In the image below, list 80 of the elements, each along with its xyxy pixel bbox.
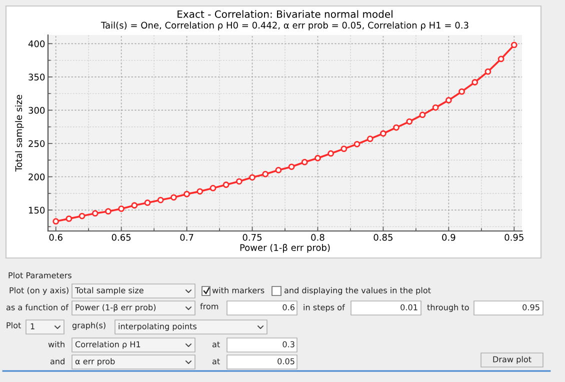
point — [288, 164, 295, 170]
text: Plot (on y axis) — [10, 287, 68, 295]
point — [366, 136, 374, 142]
text: at — [212, 358, 220, 364]
y-tick-label: 350 — [28, 74, 45, 80]
point — [92, 210, 98, 217]
text: 0.95 — [522, 304, 540, 310]
text: Correlation ρ H1 — [75, 341, 140, 349]
text: 0.05 — [278, 358, 294, 364]
point — [406, 118, 413, 125]
text: Plot Parameters — [8, 272, 72, 278]
point — [340, 146, 348, 152]
text: as a function of — [6, 304, 69, 310]
point — [66, 215, 72, 222]
point — [419, 112, 426, 118]
x-tick-label: 0.6 — [49, 234, 62, 241]
point — [484, 68, 492, 75]
point — [275, 166, 282, 174]
y-tick-label: 150 — [28, 206, 45, 214]
y-tick-label: 200 — [28, 173, 45, 180]
text: in steps of — [304, 304, 346, 312]
point — [510, 42, 518, 48]
text: interpolating points — [118, 323, 197, 331]
text: with markers — [212, 287, 264, 294]
text: graph(s) — [72, 322, 106, 330]
point — [236, 178, 242, 185]
point — [249, 174, 256, 181]
text: 0.01 — [400, 304, 418, 310]
y-axis-title: Total sample size — [15, 94, 24, 172]
point — [105, 208, 112, 215]
point — [445, 97, 452, 104]
x-tick-label: 0.75 — [242, 234, 262, 241]
text: through to — [427, 304, 469, 312]
point — [131, 202, 138, 209]
point — [118, 206, 125, 212]
point — [472, 79, 478, 86]
text: Draw plot — [493, 356, 532, 364]
text: at — [212, 342, 220, 348]
point — [222, 182, 230, 188]
point — [210, 184, 216, 192]
point — [184, 190, 190, 198]
text: 0.6 — [282, 304, 294, 310]
x-axis-title: Power (1-β err prob) — [240, 244, 330, 253]
text: α err prob — [75, 358, 115, 366]
y-tick-label: 400 — [28, 40, 45, 48]
text: Power (1-β err prob) — [76, 304, 156, 312]
point — [157, 196, 164, 204]
text: from — [200, 303, 218, 310]
x-tick-label: 0.8 — [311, 234, 324, 241]
point — [301, 158, 308, 166]
y-tick-label: 300 — [28, 106, 45, 114]
point — [196, 188, 204, 195]
text: 1 — [30, 323, 34, 330]
point — [52, 218, 60, 225]
x-tick-label: 0.7 — [180, 234, 194, 241]
point — [354, 140, 360, 148]
point — [170, 194, 177, 201]
text: and — [50, 358, 64, 364]
point — [144, 200, 151, 206]
point — [314, 154, 321, 162]
point — [498, 56, 504, 62]
chart-subtitle: Tail(s) = One, Correlation ρ H0 = 0.442, α err prob = 0.05, Correlation ρ H1 = 0.3 — [100, 22, 468, 30]
text: and displaying the values in the plot — [284, 287, 431, 295]
y-tick-label: 250 — [28, 140, 45, 148]
text: Total sample size — [74, 287, 144, 295]
text: 0.3 — [282, 341, 294, 348]
x-tick-label: 0.95 — [504, 234, 524, 241]
point — [328, 150, 334, 157]
point — [393, 124, 400, 131]
point — [78, 212, 86, 220]
text: Plot — [6, 322, 21, 328]
chart-title: Exact - Correlation: Bivariate normal model — [178, 10, 392, 18]
text: with — [48, 341, 64, 348]
point — [432, 104, 439, 111]
point — [458, 88, 465, 95]
x-tick-label: 0.65 — [112, 234, 131, 241]
x-tick-label: 0.9 — [442, 234, 456, 241]
point — [262, 170, 269, 178]
point — [380, 130, 386, 137]
x-tick-label: 0.85 — [374, 234, 392, 241]
